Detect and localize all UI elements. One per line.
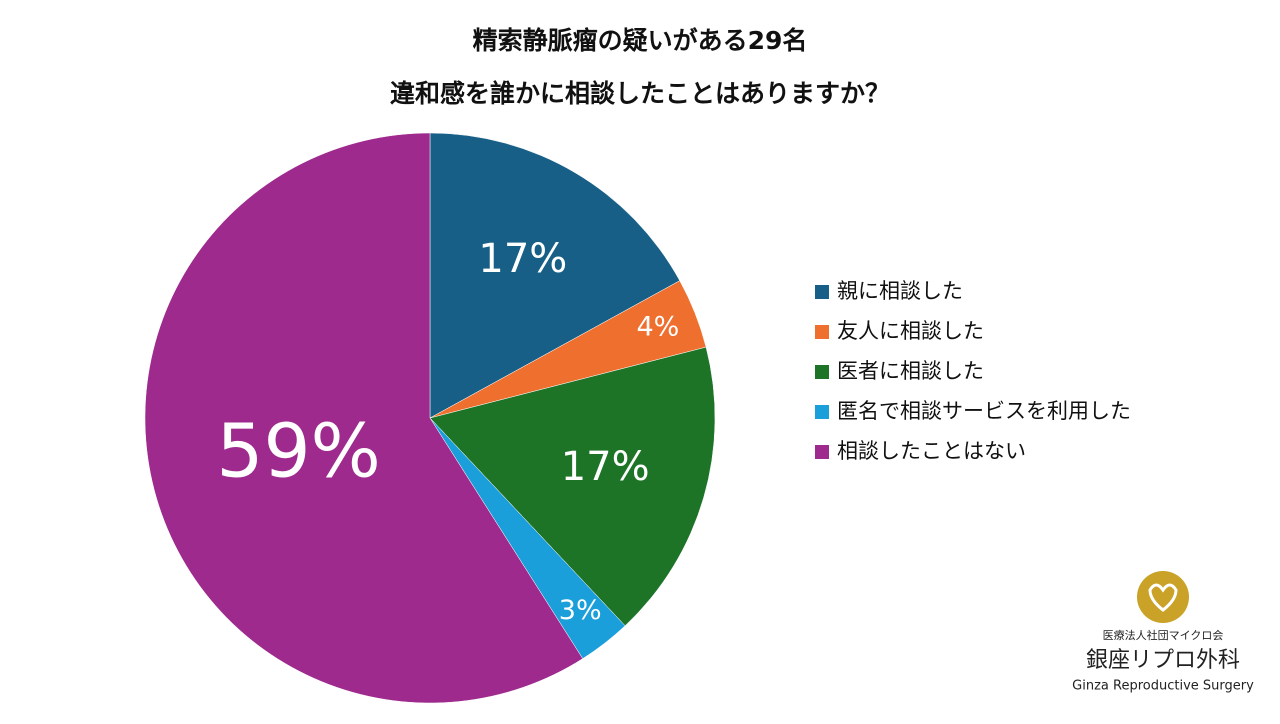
legend-swatch bbox=[815, 405, 829, 419]
logo-heart bbox=[1148, 583, 1178, 612]
pie-slice bbox=[144, 132, 584, 704]
legend-swatch bbox=[815, 365, 829, 379]
data-label: 17% bbox=[561, 444, 650, 490]
legend-label: 医者に相談した bbox=[837, 359, 984, 383]
legend-label: 親に相談した bbox=[837, 279, 963, 303]
legend-swatch bbox=[815, 445, 829, 459]
data-label: 17% bbox=[478, 236, 567, 282]
legend-label: 相談したことはない bbox=[837, 439, 1026, 463]
legend-label: 友人に相談した bbox=[837, 319, 984, 343]
legend-label: 匿名で相談サービスを利用した bbox=[837, 399, 1131, 423]
chart-title: 精索静脈瘤の疑いがある29名 bbox=[473, 26, 808, 55]
logo: 医療法人社団マイクロ会 銀座リプロ外科 Ginza Reproductive S… bbox=[1072, 571, 1254, 694]
chart-title: 違和感を誰かに相談したことはありますか？ bbox=[390, 79, 890, 108]
pie-slice bbox=[429, 132, 681, 419]
data-label: 59% bbox=[216, 409, 380, 495]
logo-org: 医療法人社団マイクロ会 bbox=[1103, 628, 1224, 642]
pie-slice bbox=[429, 346, 716, 627]
logo-name: 銀座リプロ外科 bbox=[1086, 648, 1240, 673]
legend-swatch bbox=[815, 325, 829, 339]
data-label: 4% bbox=[636, 311, 679, 342]
legend-swatch bbox=[815, 285, 829, 299]
logo-english: Ginza Reproductive Surgery bbox=[1072, 679, 1254, 694]
logo-emblem bbox=[1137, 571, 1189, 623]
data-label: 3% bbox=[559, 595, 602, 626]
